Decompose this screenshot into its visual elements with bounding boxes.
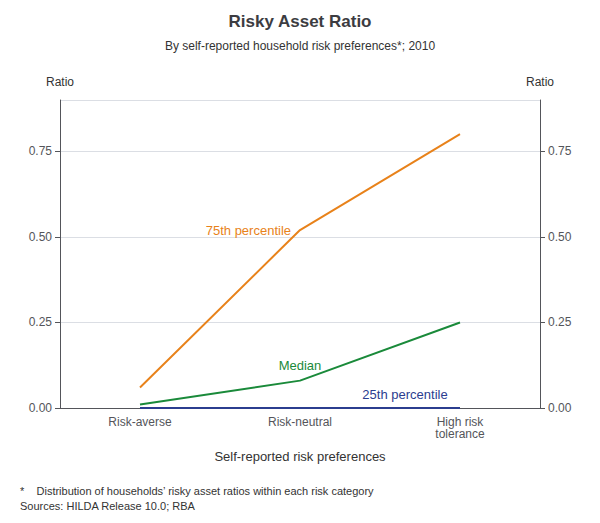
svg-text:Sources: HILDA Release 10.0; R: Sources: HILDA Release 10.0; RBA [20, 500, 196, 512]
svg-text:Ratio: Ratio [46, 75, 74, 89]
svg-text:Self-reported risk preferences: Self-reported risk preferences [214, 449, 386, 464]
svg-text:0.50: 0.50 [548, 230, 572, 244]
svg-text:Risk-neutral: Risk-neutral [268, 415, 332, 429]
svg-text:* Distribution of household: * Distribution of households’ risky asse… [20, 485, 374, 497]
svg-text:Risky Asset Ratio: Risky Asset Ratio [229, 12, 372, 31]
svg-text:25th percentile: 25th percentile [362, 387, 447, 402]
svg-text:By self-reported household ris: By self-reported household risk preferen… [165, 39, 435, 53]
svg-text:tolerance: tolerance [435, 427, 485, 441]
svg-text:Median: Median [279, 358, 322, 373]
svg-text:0.50: 0.50 [29, 230, 53, 244]
svg-text:0.00: 0.00 [548, 401, 572, 415]
svg-text:0.25: 0.25 [548, 315, 572, 329]
svg-text:High risk: High risk [436, 415, 484, 429]
svg-text:0.25: 0.25 [29, 315, 53, 329]
svg-text:75th percentile: 75th percentile [206, 223, 291, 238]
svg-text:Risk-averse: Risk-averse [108, 415, 172, 429]
svg-text:0.75: 0.75 [548, 144, 572, 158]
svg-text:Ratio: Ratio [526, 75, 554, 89]
svg-text:0.00: 0.00 [29, 401, 53, 415]
svg-text:0.75: 0.75 [29, 144, 53, 158]
